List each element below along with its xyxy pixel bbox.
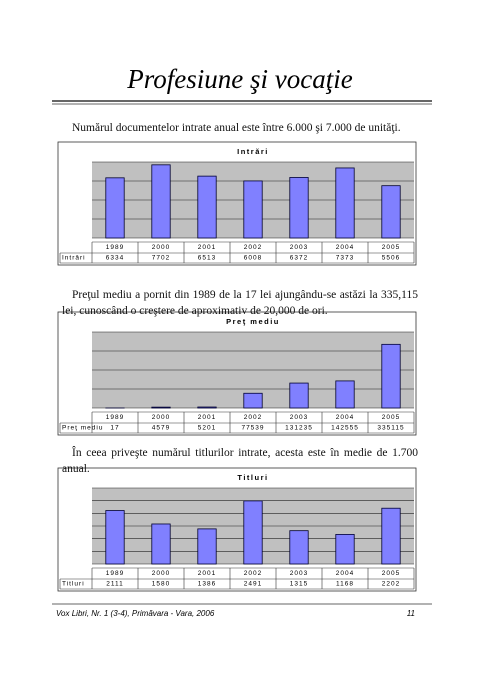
value-cell: 77539 [241,425,264,432]
bar [105,510,125,565]
bar [151,523,171,565]
value-cell: 131235 [285,425,313,432]
page-number: 11 [407,609,415,618]
bar [381,507,401,565]
bar [381,343,401,409]
value-cell: 7373 [336,255,354,262]
row-label: Intrări [62,255,86,262]
category-label: 2003 [290,414,308,421]
bar [197,528,217,565]
category-label: 2000 [152,244,170,251]
category-label: 2005 [382,414,400,421]
value-cell: 1315 [290,581,308,588]
paragraph: În ceea priveşte numărul titlurilor intr… [62,447,418,475]
value-cell: 6372 [290,255,308,262]
value-cell: 335115 [377,425,404,432]
category-label: 2003 [290,244,308,251]
paragraph: Preţul mediu a pornit din 1989 de la 17 … [62,289,418,317]
bar [335,167,355,239]
category-label: 1989 [106,244,124,251]
bar [335,380,355,409]
bar [151,406,171,409]
category-label: 2003 [290,570,308,577]
bar [105,177,125,239]
value-cell: 2111 [106,581,124,588]
footer-citation: Vox Libri, Nr. 1 (3-4), Primăvara - Vara… [56,609,215,618]
value-cell: 4579 [152,425,170,432]
category-label: 2000 [152,570,170,577]
category-label: 2001 [198,570,216,577]
row-label: Preţ mediu [62,425,103,432]
category-label: 2004 [336,244,354,251]
value-cell: 1580 [152,581,170,588]
bar [289,530,309,565]
value-cell: 1168 [336,581,354,588]
paragraph: Numărul documentelor intrate anual este … [72,122,401,134]
category-label: 2005 [382,570,400,577]
bar [289,177,309,239]
category-label: 2001 [198,244,216,251]
value-cell: 2202 [382,581,400,588]
bar [335,534,355,565]
value-cell: 7702 [152,255,170,262]
category-label: 1989 [106,570,124,577]
category-label: 2002 [244,570,262,577]
header-title: Profesiune şi vocaţie [126,64,352,94]
category-label: 2002 [244,244,262,251]
chart-title: Titluri [237,473,268,482]
value-cell: 1386 [198,581,216,588]
category-label: 2004 [336,414,354,421]
category-label: 1989 [106,414,124,421]
category-label: 2004 [336,570,354,577]
category-label: 2002 [244,414,262,421]
bar [243,500,263,565]
bar [289,382,309,409]
bar [381,185,401,239]
bar [197,406,217,409]
bar [151,164,171,239]
value-cell: 6008 [244,255,262,262]
value-cell: 5201 [198,425,216,432]
chart-title: Intrări [237,147,269,156]
bar [243,180,263,239]
category-label: 2000 [152,414,170,421]
value-cell: 17 [110,425,119,432]
row-label: Titluri [62,581,85,588]
value-cell: 6513 [198,255,216,262]
category-label: 2001 [198,414,216,421]
bar [243,392,263,409]
value-cell: 2491 [244,581,262,588]
value-cell: 5506 [382,255,400,262]
category-label: 2005 [382,244,400,251]
bar [197,175,217,239]
value-cell: 6334 [106,255,124,262]
chart-title: Preţ mediu [226,317,280,326]
value-cell: 142555 [331,425,359,432]
